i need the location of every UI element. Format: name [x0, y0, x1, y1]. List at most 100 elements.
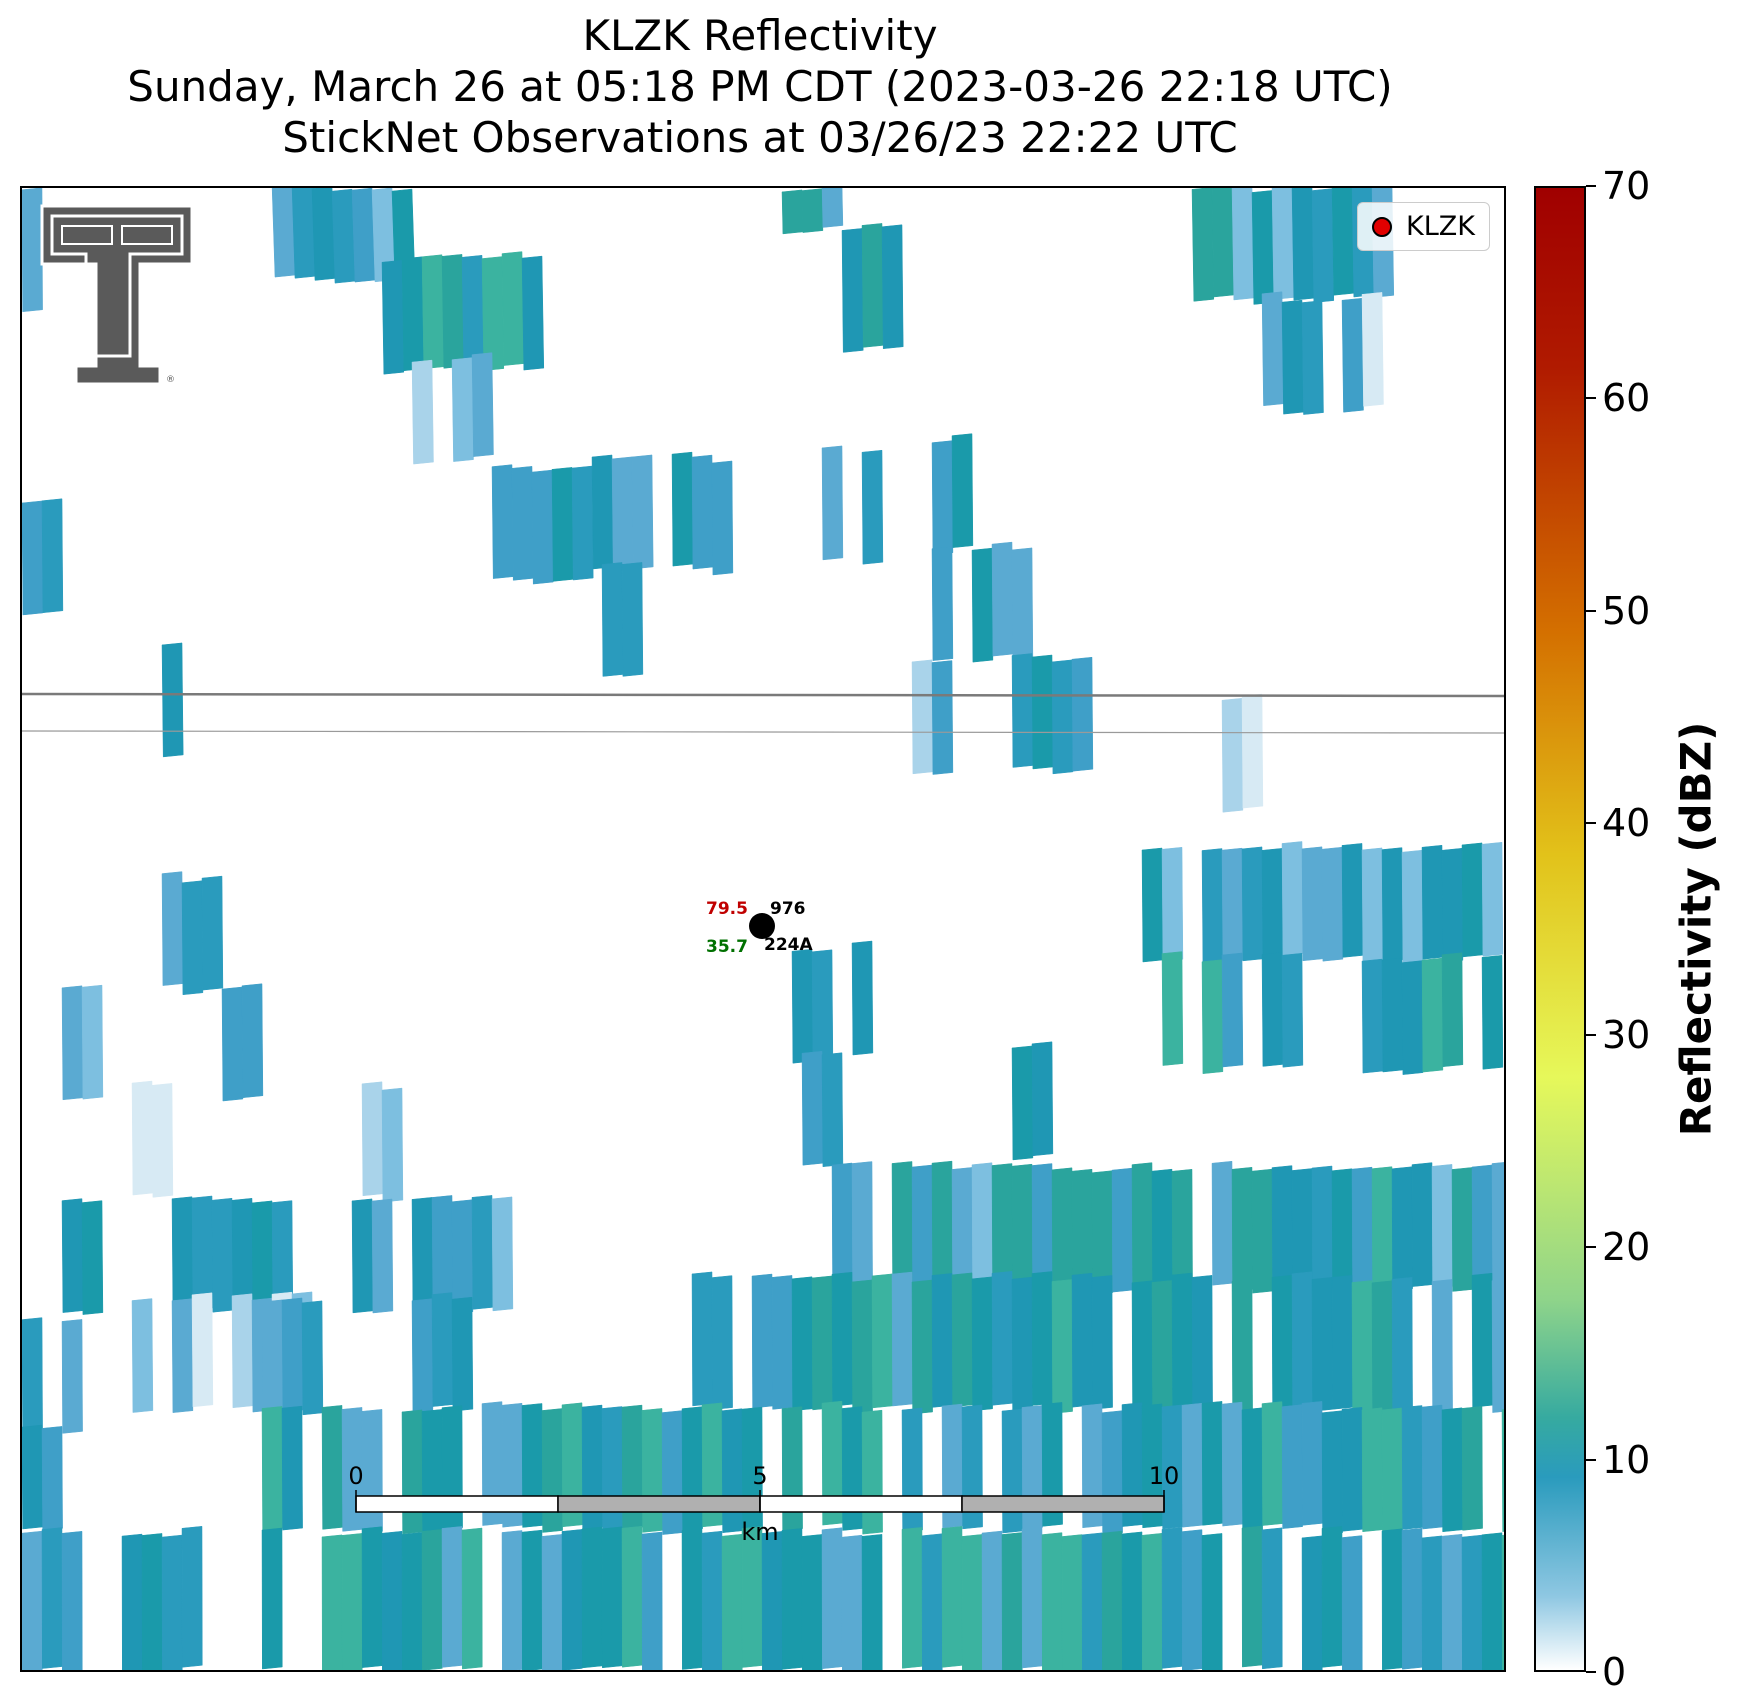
reflectivity-gate	[991, 1271, 1013, 1406]
reflectivity-gate	[1491, 1279, 1504, 1413]
reflectivity-gate	[1011, 1276, 1033, 1412]
reflectivity-gate	[1081, 1532, 1103, 1670]
reflectivity-gate	[1241, 846, 1264, 962]
reflectivity-gate	[1051, 659, 1074, 775]
reflectivity-gate	[331, 188, 356, 284]
colorbar-tick-label: 50	[1602, 588, 1651, 633]
station-marker	[749, 913, 775, 939]
reflectivity-gate	[901, 1407, 923, 1533]
svg-text:®: ®	[166, 375, 175, 385]
reflectivity-gate	[251, 1200, 274, 1316]
reflectivity-gate	[1281, 299, 1304, 415]
reflectivity-gate	[521, 1529, 543, 1670]
radar-map[interactable]: ® 0 5 10 km 79.5 976 35.7 224A KLZK	[20, 186, 1506, 1672]
reflectivity-gate	[781, 1528, 803, 1670]
reflectivity-gate	[831, 1271, 853, 1407]
reflectivity-gate	[181, 1526, 203, 1668]
reflectivity-gate	[361, 1081, 384, 1197]
reflectivity-gate	[1301, 1535, 1323, 1670]
reflectivity-gate	[1321, 846, 1344, 962]
reflectivity-gate	[341, 1533, 363, 1670]
reflectivity-gate	[1241, 693, 1264, 809]
reflectivity-gate	[821, 188, 844, 228]
reflectivity-gate	[561, 1529, 583, 1670]
reflectivity-gate	[1051, 1279, 1073, 1414]
reflectivity-gate	[1001, 1408, 1023, 1534]
reflectivity-gate	[221, 986, 244, 1102]
reflectivity-gate	[1071, 656, 1094, 772]
reflectivity-gate	[1451, 1167, 1473, 1292]
reflectivity-gate	[1091, 1275, 1113, 1410]
reflectivity-gate	[61, 985, 84, 1101]
reflectivity-gate	[451, 357, 474, 462]
reflectivity-gate	[401, 1409, 423, 1535]
reflectivity-gate	[931, 440, 954, 555]
reflectivity-gate	[211, 1197, 234, 1313]
reflectivity-gate	[1161, 951, 1184, 1066]
reflectivity-gate	[1341, 297, 1364, 413]
reflectivity-gate	[681, 1528, 703, 1670]
reflectivity-gate	[431, 1292, 454, 1407]
reflectivity-gate	[501, 251, 525, 366]
colorbar-tick	[1586, 1246, 1596, 1249]
reflectivity-gate	[22, 500, 44, 616]
reflectivity-gate	[641, 1408, 663, 1533]
reflectivity-gate	[541, 1534, 563, 1670]
reflectivity-gate	[241, 983, 264, 1099]
reflectivity-gate	[1321, 1410, 1343, 1535]
reflectivity-gate	[1251, 190, 1275, 305]
reflectivity-gate	[601, 562, 624, 677]
reflectivity-gate	[1191, 188, 1215, 302]
reflectivity-gate	[891, 1161, 913, 1286]
reflectivity-gate	[1381, 1407, 1403, 1533]
colorbar-tick	[1586, 185, 1596, 187]
colorbar-tick-label: 60	[1602, 376, 1651, 421]
reflectivity-gate	[481, 256, 505, 371]
reflectivity-gate	[721, 1408, 743, 1533]
boundary-line-1	[22, 692, 1504, 698]
reflectivity-gate	[1331, 1168, 1353, 1293]
reflectivity-gate	[861, 449, 884, 565]
reflectivity-gate	[22, 1317, 43, 1432]
reflectivity-gate	[1441, 1533, 1463, 1670]
reflectivity-gate	[1471, 1164, 1493, 1290]
colorbar-label: Reflectivity (dBZ)	[1671, 721, 1721, 1137]
reflectivity-gate	[1271, 1274, 1293, 1410]
reflectivity-gate	[1091, 1170, 1113, 1295]
reflectivity-gate	[81, 1200, 104, 1315]
reflectivity-gate	[981, 1530, 1003, 1670]
reflectivity-gate	[901, 1527, 923, 1669]
reflectivity-gate	[1421, 957, 1444, 1073]
reflectivity-gate	[1121, 1531, 1143, 1670]
station-dewpoint: 35.7	[706, 937, 748, 957]
reflectivity-gate	[691, 454, 714, 570]
reflectivity-gate	[551, 467, 574, 582]
reflectivity-gate	[261, 1406, 283, 1531]
reflectivity-gate	[1461, 1406, 1483, 1531]
reflectivity-gate	[441, 1526, 463, 1668]
reflectivity-gate	[811, 949, 834, 1065]
reflectivity-gate	[491, 1196, 514, 1312]
reflectivity-gate	[1471, 1272, 1493, 1408]
reflectivity-gate	[1461, 842, 1484, 958]
reflectivity-gate	[861, 1534, 883, 1670]
colorbar-tick	[1586, 821, 1596, 824]
reflectivity-gate	[1481, 841, 1504, 957]
reflectivity-gate	[1291, 1271, 1313, 1407]
reflectivity-gate	[1311, 1277, 1333, 1412]
reflectivity-gate	[1221, 952, 1244, 1068]
reflectivity-gate	[571, 465, 594, 581]
reflectivity-gate	[1191, 1275, 1213, 1410]
reflectivity-gate	[41, 1527, 63, 1669]
station-pressure: 976	[770, 899, 806, 919]
reflectivity-gate	[1421, 1535, 1443, 1670]
reflectivity-gate	[1441, 847, 1464, 963]
reflectivity-gate	[1181, 1529, 1203, 1670]
reflectivity-gate	[1131, 1280, 1153, 1416]
reflectivity-gate	[22, 188, 43, 313]
reflectivity-gate	[971, 1162, 993, 1288]
boundary-line-2	[22, 730, 1504, 734]
reflectivity-gate	[1381, 847, 1404, 962]
reflectivity-gate	[1231, 1166, 1253, 1292]
reflectivity-gate	[531, 469, 554, 585]
